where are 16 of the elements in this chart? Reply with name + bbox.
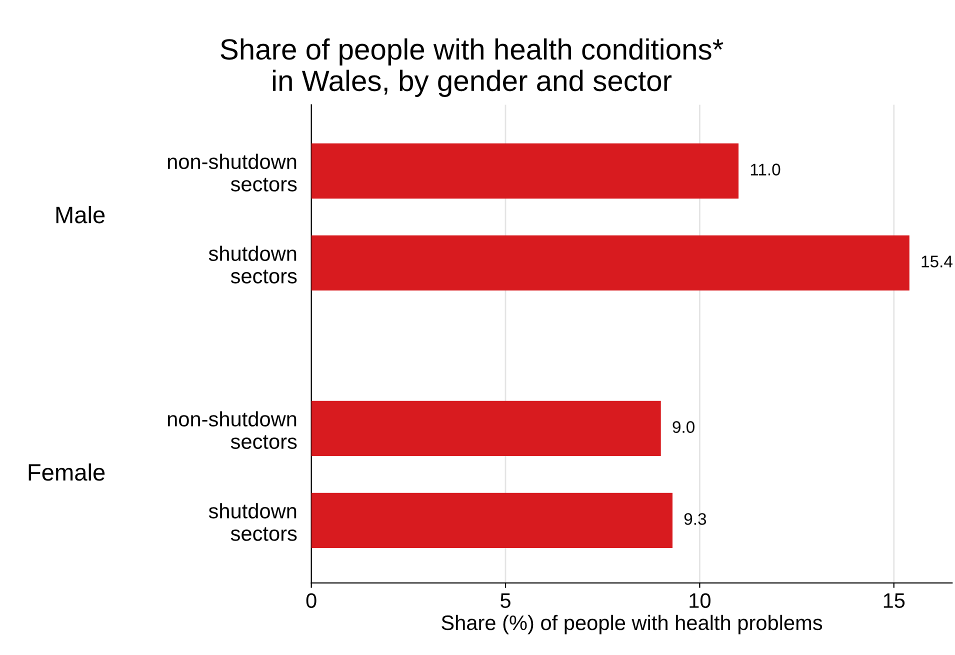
x-tick-label: 10 [690,593,710,608]
y-tick-label: shutdown sectors [208,246,297,284]
y-tick-label: non-shutdown sectors [168,154,297,192]
y-tick-label: non-shutdown sectors [168,411,297,449]
text: Male [56,206,105,224]
x-tick-label: 0 [306,593,316,608]
data-label: 9.0 [672,421,694,433]
data-label: 15.4 [922,256,952,268]
x-tick-label: 5 [500,593,510,608]
x-axis-title: Share (%) of people with health problems [442,614,822,634]
text: Female [28,463,105,481]
chart-title: Share of people with health conditions* in Wales, by gender and sector [220,38,724,97]
data-label: 11.0 [750,164,780,176]
x-tick-label: 15 [884,593,905,608]
data-label: 9.3 [684,513,706,525]
y-tick-label: shutdown sectors [208,503,297,541]
